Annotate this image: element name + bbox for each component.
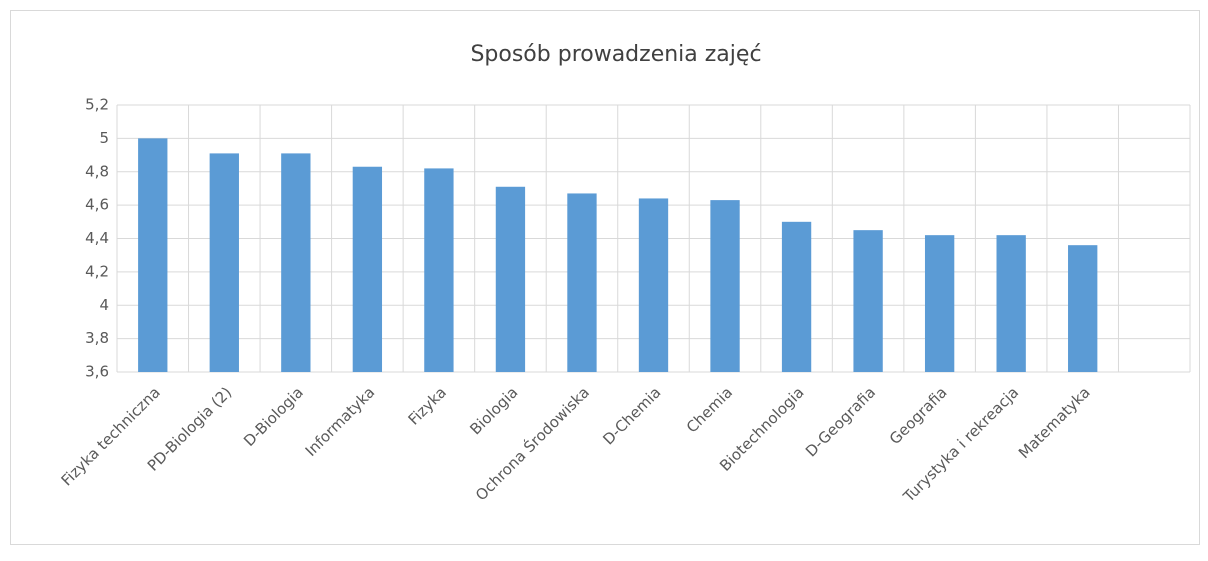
- bar: [1068, 245, 1098, 372]
- bar: [781, 221, 812, 372]
- bar: [424, 168, 454, 372]
- y-tick-label: 4,4: [85, 229, 109, 247]
- bar: [924, 235, 955, 372]
- bar: [352, 166, 383, 372]
- bar: [996, 235, 1026, 372]
- bar: [209, 153, 239, 372]
- y-tick-label: 3,6: [85, 363, 109, 381]
- y-tick-label: 4,8: [85, 162, 109, 180]
- y-tick-label: 3,8: [85, 329, 109, 347]
- chart-title: Sposób prowadzenia zajęć: [470, 42, 761, 67]
- bar: [495, 186, 526, 372]
- bar: [138, 138, 168, 372]
- y-tick-label: 4: [99, 296, 109, 314]
- y-tick-label: 5: [99, 129, 109, 147]
- bar: [567, 193, 597, 372]
- y-tick-label: 4,6: [85, 196, 109, 214]
- y-tick-label: 5,2: [85, 96, 109, 114]
- bar: [281, 153, 311, 372]
- y-tick-label: 4,2: [85, 262, 109, 280]
- bar: [710, 200, 740, 372]
- bar: [853, 230, 883, 372]
- bar: [638, 198, 669, 372]
